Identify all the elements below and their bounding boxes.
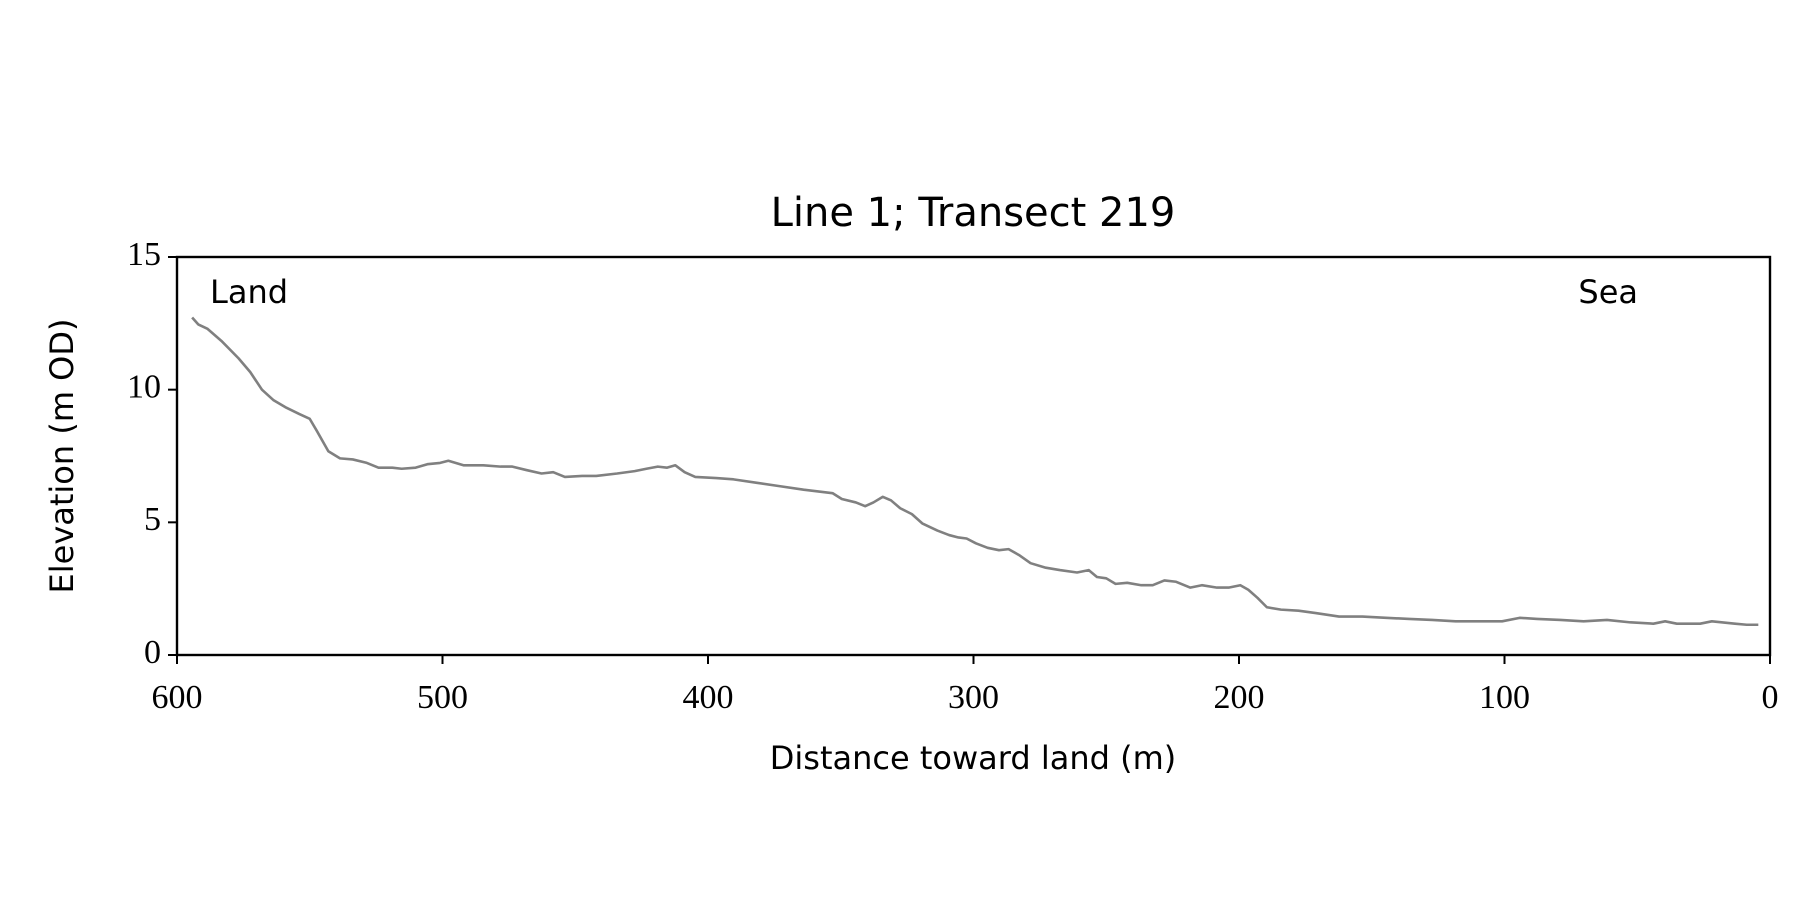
x-axis-label: Distance toward land (m) [770,739,1176,777]
y-tick-label: 10 [127,368,161,405]
x-tick-label: 0 [1762,679,1779,716]
x-tick-label: 400 [683,679,734,716]
annotation: Land [210,273,288,311]
chart-title: Line 1; Transect 219 [771,190,1176,236]
y-tick-label: 0 [144,634,161,671]
y-tick-label: 5 [144,501,161,538]
y-tick-label: 15 [127,236,161,273]
data-line [191,316,1759,627]
x-tick-label: 200 [1214,679,1265,716]
x-tick-label: 100 [1479,679,1530,716]
plot-frame [175,255,1772,657]
y-axis-label: Elevation (m OD) [43,319,81,594]
x-tick-label: 300 [948,679,999,716]
x-tick-label: 600 [152,679,203,716]
annotation: Sea [1578,273,1638,311]
x-tick-label: 500 [417,679,468,716]
